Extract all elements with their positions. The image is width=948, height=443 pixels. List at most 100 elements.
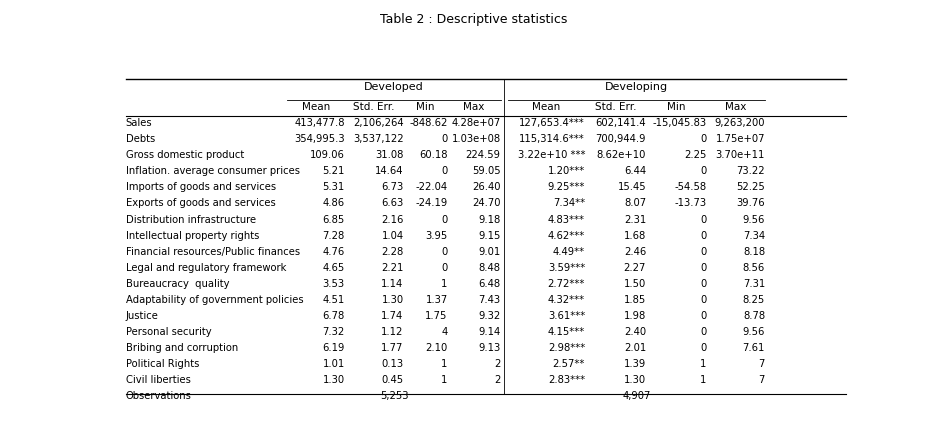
- Text: Developed: Developed: [364, 82, 424, 92]
- Text: 8.48: 8.48: [479, 263, 501, 272]
- Text: 6.48: 6.48: [479, 279, 501, 289]
- Text: 1.30: 1.30: [322, 375, 345, 385]
- Text: 14.64: 14.64: [375, 167, 404, 176]
- Text: 39.76: 39.76: [737, 198, 765, 209]
- Text: -54.58: -54.58: [674, 183, 706, 192]
- Text: Inflation. average consumer prices: Inflation. average consumer prices: [126, 167, 300, 176]
- Text: 4.15***: 4.15***: [548, 327, 585, 337]
- Text: 1.14: 1.14: [381, 279, 404, 289]
- Text: 6.19: 6.19: [322, 343, 345, 353]
- Text: 109.06: 109.06: [310, 150, 345, 160]
- Text: Political Rights: Political Rights: [126, 359, 199, 369]
- Text: 3.22e+10 ***: 3.22e+10 ***: [518, 150, 585, 160]
- Text: -22.04: -22.04: [415, 183, 447, 192]
- Text: Intellectual property rights: Intellectual property rights: [126, 230, 259, 241]
- Text: 0: 0: [700, 279, 706, 289]
- Text: 2.83***: 2.83***: [548, 375, 585, 385]
- Text: 1.30: 1.30: [624, 375, 646, 385]
- Text: Mean: Mean: [302, 101, 330, 112]
- Text: -24.19: -24.19: [415, 198, 447, 209]
- Text: Observations: Observations: [126, 391, 191, 401]
- Text: 73.22: 73.22: [737, 167, 765, 176]
- Text: 1.37: 1.37: [426, 295, 447, 305]
- Text: 2.98***: 2.98***: [548, 343, 585, 353]
- Text: 1.77: 1.77: [381, 343, 404, 353]
- Text: Legal and regulatory framework: Legal and regulatory framework: [126, 263, 286, 272]
- Text: 1.12: 1.12: [381, 327, 404, 337]
- Text: 1.74: 1.74: [381, 311, 404, 321]
- Text: 0.45: 0.45: [381, 375, 404, 385]
- Text: 3.70e+11: 3.70e+11: [716, 150, 765, 160]
- Text: 1.75: 1.75: [426, 311, 447, 321]
- Text: 6.63: 6.63: [381, 198, 404, 209]
- Text: 24.70: 24.70: [472, 198, 501, 209]
- Text: 5,253: 5,253: [380, 391, 409, 401]
- Text: 1.85: 1.85: [624, 295, 646, 305]
- Text: 52.25: 52.25: [737, 183, 765, 192]
- Text: 9,263,200: 9,263,200: [715, 118, 765, 128]
- Text: 1: 1: [700, 359, 706, 369]
- Text: 7.43: 7.43: [479, 295, 501, 305]
- Text: 4.62***: 4.62***: [548, 230, 585, 241]
- Text: 2.01: 2.01: [624, 343, 646, 353]
- Text: 1: 1: [700, 375, 706, 385]
- Text: 7.28: 7.28: [322, 230, 345, 241]
- Text: Bureaucracy  quality: Bureaucracy quality: [126, 279, 229, 289]
- Text: Mean: Mean: [533, 101, 560, 112]
- Text: 9.15: 9.15: [478, 230, 501, 241]
- Text: 2,106,264: 2,106,264: [353, 118, 404, 128]
- Text: 6.78: 6.78: [322, 311, 345, 321]
- Text: 7.31: 7.31: [743, 279, 765, 289]
- Text: 1.01: 1.01: [322, 359, 345, 369]
- Text: Exports of goods and services: Exports of goods and services: [126, 198, 276, 209]
- Text: 1: 1: [441, 279, 447, 289]
- Text: 1.20***: 1.20***: [548, 167, 585, 176]
- Text: 4.49**: 4.49**: [553, 247, 585, 256]
- Text: 115,314.6***: 115,314.6***: [520, 134, 585, 144]
- Text: 0: 0: [442, 167, 447, 176]
- Text: 2.16: 2.16: [381, 214, 404, 225]
- Text: Debts: Debts: [126, 134, 155, 144]
- Text: 0: 0: [700, 247, 706, 256]
- Text: 2: 2: [494, 359, 501, 369]
- Text: 4.28e+07: 4.28e+07: [451, 118, 501, 128]
- Text: 9.13: 9.13: [479, 343, 501, 353]
- Text: 0.13: 0.13: [381, 359, 404, 369]
- Text: 9.01: 9.01: [479, 247, 501, 256]
- Text: 9.18: 9.18: [479, 214, 501, 225]
- Text: 700,944.9: 700,944.9: [595, 134, 646, 144]
- Text: Std. Err.: Std. Err.: [594, 101, 636, 112]
- Text: 224.59: 224.59: [465, 150, 501, 160]
- Text: 4,907: 4,907: [622, 391, 650, 401]
- Text: 2.27: 2.27: [624, 263, 646, 272]
- Text: 9.32: 9.32: [479, 311, 501, 321]
- Text: 4.86: 4.86: [322, 198, 345, 209]
- Text: 2.28: 2.28: [381, 247, 404, 256]
- Text: 1.39: 1.39: [624, 359, 646, 369]
- Text: Developing: Developing: [605, 82, 668, 92]
- Text: 0: 0: [700, 295, 706, 305]
- Text: 2.46: 2.46: [624, 247, 646, 256]
- Text: 6.44: 6.44: [624, 167, 646, 176]
- Text: 0: 0: [700, 214, 706, 225]
- Text: 1.50: 1.50: [624, 279, 646, 289]
- Text: 5.21: 5.21: [322, 167, 345, 176]
- Text: Min: Min: [416, 101, 435, 112]
- Text: 8.56: 8.56: [743, 263, 765, 272]
- Text: 5.31: 5.31: [322, 183, 345, 192]
- Text: 6.85: 6.85: [322, 214, 345, 225]
- Text: -15,045.83: -15,045.83: [652, 118, 706, 128]
- Text: 15.45: 15.45: [617, 183, 646, 192]
- Text: 4: 4: [442, 327, 447, 337]
- Text: 1.30: 1.30: [381, 295, 404, 305]
- Text: Civil liberties: Civil liberties: [126, 375, 191, 385]
- Text: 4.76: 4.76: [322, 247, 345, 256]
- Text: 8.25: 8.25: [743, 295, 765, 305]
- Text: Gross domestic product: Gross domestic product: [126, 150, 244, 160]
- Text: 9.25***: 9.25***: [548, 183, 585, 192]
- Text: 2.40: 2.40: [624, 327, 646, 337]
- Text: 59.05: 59.05: [472, 167, 501, 176]
- Text: 127,653.4***: 127,653.4***: [520, 118, 585, 128]
- Text: 6.73: 6.73: [381, 183, 404, 192]
- Text: 0: 0: [700, 311, 706, 321]
